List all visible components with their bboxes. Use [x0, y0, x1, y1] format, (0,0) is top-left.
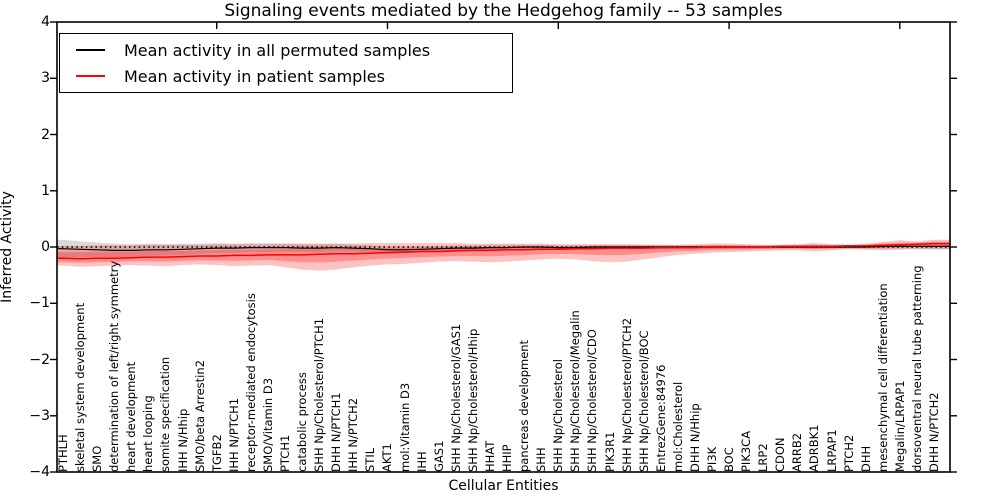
- legend: Mean activity in all permuted samples Me…: [59, 33, 513, 93]
- y-tick-label: 0: [41, 239, 50, 255]
- x-tick-label: IHH: [414, 451, 429, 472]
- x-tick-label: heart development: [124, 361, 139, 472]
- x-tick-label: dorsoventral neural tube patterning: [909, 265, 924, 472]
- x-tick-label: SHH Np/Cholesterol/BOC: [636, 330, 651, 472]
- legend-item-patient: Mean activity in patient samples: [60, 67, 512, 86]
- x-tick-label: SHH Np/Cholesterol/CDO: [585, 329, 600, 472]
- red-line-swatch-icon: [76, 75, 105, 77]
- x-tick-label: IHH N/Hhip: [175, 408, 190, 472]
- y-tick-label: −1: [29, 295, 50, 312]
- x-tick-label: ADRBK1: [807, 424, 822, 472]
- axes-frame: [56, 21, 951, 473]
- x-tick-label: STIL: [363, 447, 378, 472]
- x-tick-label: mesenchymal cell differentiation: [875, 283, 890, 472]
- x-tick-label: BOC: [722, 447, 737, 472]
- legend-label-patient: Mean activity in patient samples: [124, 66, 385, 86]
- x-tick-label: SMO/beta Arrestin2: [192, 360, 207, 472]
- x-tick-label: TGFB2: [209, 434, 224, 472]
- x-tick-label: DHH N/PTCH2: [927, 392, 941, 472]
- x-tick-label: Megalin/LRPAP1: [892, 380, 907, 472]
- x-tick-label: PI3K: [704, 446, 719, 472]
- x-tick-label: DHH: [858, 445, 873, 472]
- y-tick-label: 4: [41, 14, 50, 30]
- x-tick-label: receptor-mediated endocytosis: [243, 293, 258, 472]
- x-tick-label: HHIP: [500, 444, 515, 472]
- x-tick-label: mol:Vitamin D3: [397, 382, 412, 472]
- permuted-std-band: [57, 239, 950, 258]
- y-tick-label: 3: [41, 70, 50, 87]
- x-tick-label: EntrezGene:84976: [653, 364, 668, 472]
- x-tick-label: PTHLH: [56, 434, 70, 472]
- x-tick-label: GAS1: [431, 440, 446, 472]
- x-tick-label: PTCH2: [841, 434, 856, 472]
- x-tick-label: catabolic process: [295, 372, 310, 472]
- x-tick-label: CDON: [773, 437, 788, 472]
- y-tick-label: −2: [29, 351, 50, 368]
- x-tick-label: SHH Np/Cholesterol/GAS1: [448, 323, 463, 472]
- x-tick-label: SHH Np/Cholesterol/PTCH1: [312, 317, 327, 472]
- x-tick-label: DHH N/Hhip: [687, 403, 702, 472]
- x-tick-label: heart looping: [141, 395, 156, 472]
- x-tick-label: skeletal system development: [73, 302, 88, 472]
- x-tick-label: SHH Np/Cholesterol/Megalin: [568, 310, 583, 472]
- chart-title: Signaling events mediated by the Hedgeho…: [224, 1, 783, 21]
- x-tick-label: SHH Np/Cholesterol/Hhip: [465, 328, 480, 472]
- x-tick-label: PIK3CA: [739, 430, 754, 472]
- x-tick-label: PTCH1: [278, 434, 293, 472]
- x-tick-label: IHH N/PTCH2: [346, 397, 361, 472]
- x-tick-label: somite specification: [158, 356, 173, 472]
- patient-mean-line: [57, 242, 950, 260]
- x-axis-title: Cellular Entities: [448, 478, 559, 494]
- x-tick-label: SMO: [90, 445, 105, 472]
- y-tick-label: −3: [29, 407, 50, 424]
- y-tick-label: 2: [41, 126, 50, 143]
- x-tick-label: AKT1: [380, 443, 395, 472]
- x-tick-label: PIK3R1: [602, 431, 617, 473]
- y-tick-label: 1: [41, 182, 50, 199]
- x-tick-label: determination of left/right symmetry: [107, 260, 122, 472]
- x-tick-label: HHAT: [482, 440, 497, 472]
- x-tick-label: DHH N/PTCH1: [329, 392, 344, 472]
- legend-label-permuted: Mean activity in all permuted samples: [124, 40, 431, 60]
- x-tick-label: ARRB2: [790, 432, 805, 472]
- x-tick-label: SHH Np/Cholesterol: [551, 359, 566, 472]
- black-line-swatch-icon: [76, 49, 105, 51]
- x-tick-label: SHH Np/Cholesterol/PTCH2: [619, 317, 634, 472]
- x-tick-label: LRP2: [756, 443, 771, 472]
- y-tick-label: −4: [29, 464, 50, 480]
- legend-item-permuted: Mean activity in all permuted samples: [60, 41, 512, 60]
- x-tick-label: SHH: [534, 447, 549, 472]
- x-tick-label: LRPAP1: [824, 429, 839, 472]
- x-tick-label: IHH N/PTCH1: [226, 397, 241, 472]
- x-tick-label: SMO/Vitamin D3: [260, 377, 275, 472]
- x-tick-label: pancreas development: [517, 339, 532, 472]
- x-tick-label: mol:Cholesterol: [670, 381, 685, 472]
